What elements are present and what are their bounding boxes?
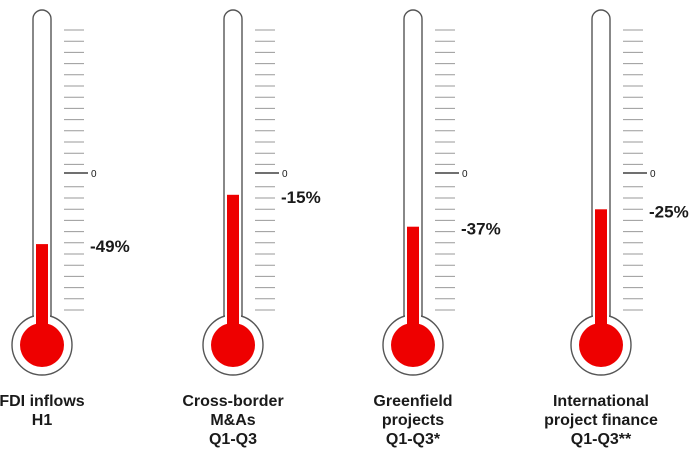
- zero-tick-label: 0: [462, 169, 468, 180]
- thermometer-3: 0 -37% Greenfield projects Q1-Q3*: [373, 9, 501, 448]
- zero-tick-label: 0: [650, 169, 656, 180]
- value-label: -49%: [90, 237, 130, 256]
- zero-tick-label: 0: [91, 169, 97, 180]
- category-label-line: Q1-Q3*: [386, 431, 441, 448]
- value-label: -37%: [461, 220, 501, 239]
- mercury-column: [227, 194, 239, 346]
- thermometer-2: 0 -15% Cross-border M&As Q1-Q3: [182, 9, 321, 448]
- mercury-column: [595, 209, 607, 346]
- thermometer-4: 0 -25% International project finance Q1-Q3**: [544, 9, 689, 448]
- value-label: -15%: [281, 188, 321, 207]
- mercury-column: [407, 226, 419, 345]
- mercury-bulb: [391, 323, 435, 367]
- thermometer-1: 0 -49% FDI inflows H1: [0, 9, 130, 429]
- category-label-line: projects: [382, 412, 444, 429]
- category-label-line: project finance: [544, 412, 658, 429]
- mercury-column: [36, 244, 48, 345]
- mercury-bulb: [211, 323, 255, 367]
- category-label-line: Cross-border: [182, 393, 283, 410]
- category-label-line: Q1-Q3: [209, 431, 257, 448]
- value-label: -25%: [649, 202, 689, 221]
- category-label-line: Q1-Q3**: [571, 431, 632, 448]
- category-label-line: Greenfield: [373, 393, 452, 410]
- category-label-line: FDI inflows: [0, 393, 85, 410]
- category-label-line: M&As: [210, 412, 255, 429]
- category-label-line: H1: [32, 412, 53, 429]
- category-label-line: International: [553, 393, 649, 410]
- mercury-bulb: [20, 323, 64, 367]
- mercury-bulb: [579, 323, 623, 367]
- zero-tick-label: 0: [282, 169, 288, 180]
